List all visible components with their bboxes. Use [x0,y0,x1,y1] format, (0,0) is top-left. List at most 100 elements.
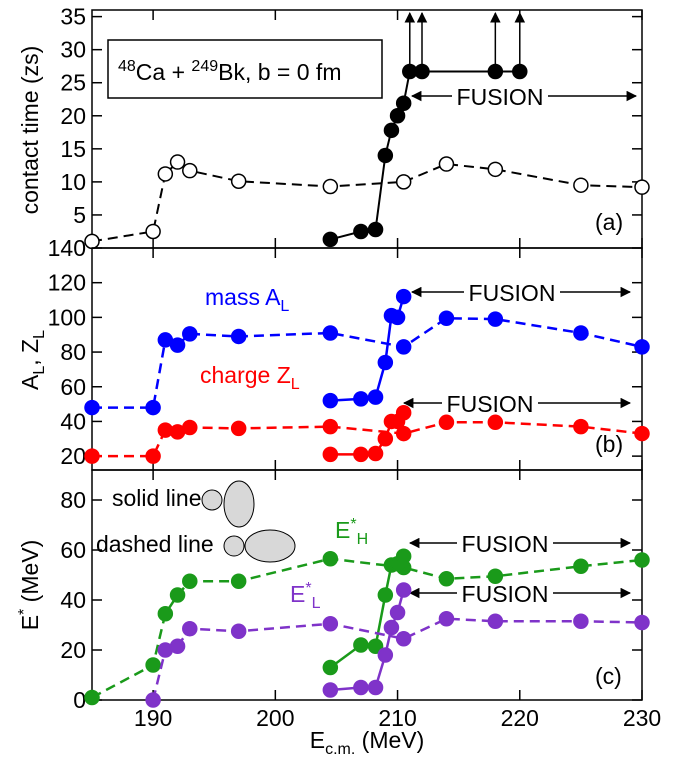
data-point [322,392,339,409]
data-point [84,689,100,706]
data-point [395,631,412,647]
data-point [395,339,412,355]
y-tick-label: 35 [60,4,86,30]
x-tick-label: 220 [501,705,539,731]
data-point [182,621,198,637]
data-point [169,638,186,654]
y-tick-label: 20 [60,637,86,663]
data-point [169,154,186,170]
y-tick-label: 100 [48,304,86,330]
plot-frame [91,469,643,701]
data-point [383,619,400,636]
panel-label: (a) [595,209,623,235]
data-point [377,147,394,164]
fusion-annotation: FUSION [469,280,556,306]
data-point [353,637,369,653]
data-point [573,613,589,629]
text-part: L [291,376,300,393]
data-point [634,614,650,631]
data-point [353,223,369,240]
fusion-annotation: FUSION [462,531,549,557]
legend-text: solid line [112,485,202,511]
data-point [389,604,406,621]
panel-label: (c) [595,663,622,689]
y-tick-label: 40 [60,408,86,434]
data-point [438,156,455,172]
text-part: (MeV) [17,540,43,609]
data-point [634,552,650,568]
data-point [573,558,589,574]
data-point [353,391,369,407]
data-point [512,63,528,80]
x-tick-label: 210 [378,705,416,731]
data-point [634,179,650,195]
text-part: E [17,615,43,630]
data-point [395,548,412,564]
y-axis-label: AL, ZL [17,330,48,390]
y-tick-label: 140 [48,235,86,261]
fusion-bg [452,82,548,110]
series-label: mass AL [205,284,289,315]
title-box-text: 48Ca + 249Bk, b = 0 fm [118,58,341,85]
data-point [438,571,455,587]
data-point [230,573,247,589]
data-point [377,647,394,663]
data-point [487,63,504,80]
data-point [322,178,339,195]
data-point [487,414,504,431]
text-part: 249 [191,58,218,75]
data-point [230,420,247,437]
data-point [322,551,339,567]
y-tick-label: 40 [60,587,86,613]
data-point [322,446,339,463]
series-line [91,557,643,699]
data-point [414,63,430,80]
data-point [145,223,161,240]
data-point [487,161,504,178]
fusion-annotation: FUSION [447,391,534,417]
data-point [395,95,412,111]
data-point [487,613,504,629]
x-tick-label: 190 [134,705,172,731]
data-point [84,399,100,416]
y-tick-label: 60 [60,537,86,563]
data-point [84,233,100,250]
data-point [573,418,589,435]
text-part: L [312,595,321,612]
data-point [182,419,198,436]
series-line [330,589,405,692]
data-point [169,337,186,353]
data-point [322,231,339,248]
data-point [389,309,406,326]
data-point [438,611,455,627]
x-tick-label: 200 [256,705,294,731]
fusion-bg [457,529,553,557]
fusion-bg [442,389,538,417]
data-point [395,405,412,421]
fusion-bg [457,579,553,607]
series-label: E*H [335,516,368,548]
y-tick-label: 30 [60,37,86,63]
data-point [377,431,394,447]
data-point [487,568,504,584]
text-part: L [31,366,48,375]
data-point [230,328,247,345]
data-point [145,399,161,416]
y-tick-label: 25 [60,70,86,96]
data-point [230,623,247,639]
text-part: A [17,374,43,390]
data-point [438,310,455,326]
y-tick-label: 5 [73,202,86,228]
data-point [353,679,369,696]
text-part: Ca + [136,59,192,85]
data-point [389,108,406,124]
data-point [395,288,412,305]
data-point [367,221,384,238]
text-part: E [310,727,325,753]
series-label: E*L [290,580,321,612]
data-point [353,446,369,463]
data-point [377,354,394,371]
text-part: , Z [17,339,43,366]
text-part: * [305,580,311,597]
data-point [395,174,412,190]
